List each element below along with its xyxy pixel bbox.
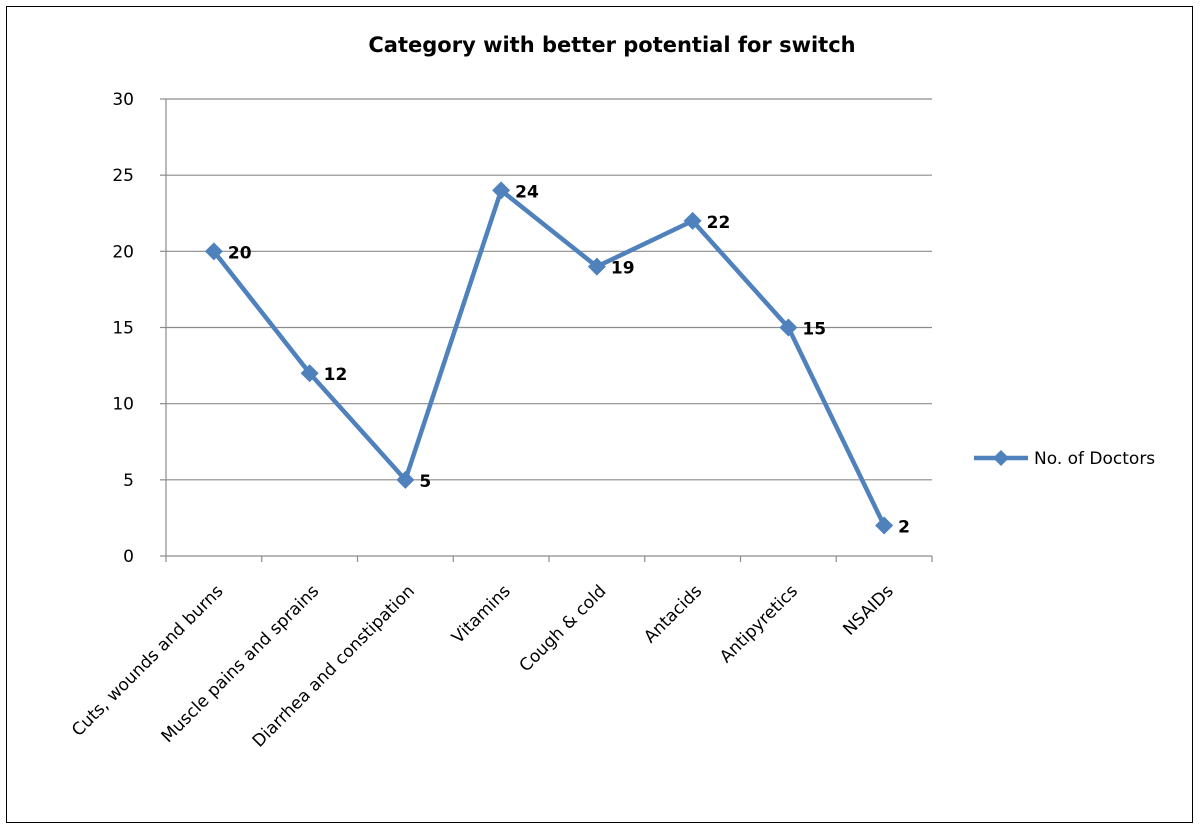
data-label: 22 bbox=[707, 213, 731, 233]
data-label: 19 bbox=[611, 259, 635, 279]
data-point-marker bbox=[683, 211, 702, 230]
series-line bbox=[212, 188, 887, 527]
series bbox=[204, 181, 894, 535]
y-tick-label: 30 bbox=[112, 90, 134, 110]
y-tick-label: 0 bbox=[123, 547, 134, 567]
data-label: 20 bbox=[228, 243, 252, 263]
x-tick-label: Cuts, wounds and burns bbox=[68, 581, 227, 740]
y-tick-label: 20 bbox=[112, 242, 134, 262]
x-tick-label: Diarrhea and constipation bbox=[249, 581, 419, 751]
y-tick-label: 10 bbox=[112, 395, 134, 415]
data-point-marker bbox=[204, 242, 223, 261]
y-tick-label: 5 bbox=[123, 471, 134, 491]
y-tick-label: 15 bbox=[112, 319, 134, 339]
data-label: 12 bbox=[324, 365, 348, 385]
data-point-marker bbox=[300, 364, 319, 383]
data-point-marker bbox=[875, 516, 894, 535]
gridlines bbox=[166, 98, 932, 481]
data-label: 15 bbox=[802, 320, 826, 340]
data-label: 24 bbox=[515, 182, 539, 202]
data-point-marker bbox=[396, 470, 415, 489]
x-tick-label: Antacids bbox=[640, 581, 706, 647]
data-label: 5 bbox=[419, 472, 431, 492]
x-tick-label: NSAIDs bbox=[839, 581, 897, 639]
x-tick-label: Vitamins bbox=[448, 581, 515, 648]
legend: No. of Doctors bbox=[974, 449, 1155, 469]
data-labels: 20 12 5 24 19 22 15 2 bbox=[228, 182, 910, 537]
x-tick-label: Cough & cold bbox=[516, 581, 611, 676]
chart-title: Category with better potential for switc… bbox=[368, 33, 855, 57]
data-label: 2 bbox=[898, 518, 910, 538]
data-point-marker bbox=[492, 181, 511, 200]
legend-label: No. of Doctors bbox=[1034, 449, 1155, 469]
data-point-marker bbox=[779, 318, 798, 337]
data-point-marker bbox=[587, 257, 606, 276]
x-tick-label: Antipyretics bbox=[716, 581, 802, 667]
chart-frame bbox=[6, 6, 1193, 823]
y-tick-label: 25 bbox=[112, 166, 134, 186]
x-tick-label: Muscle pains and sprains bbox=[158, 581, 324, 747]
legend-marker bbox=[993, 450, 1009, 466]
axes bbox=[160, 98, 933, 562]
y-tick-labels: 0 5 10 15 20 25 30 bbox=[112, 90, 134, 567]
